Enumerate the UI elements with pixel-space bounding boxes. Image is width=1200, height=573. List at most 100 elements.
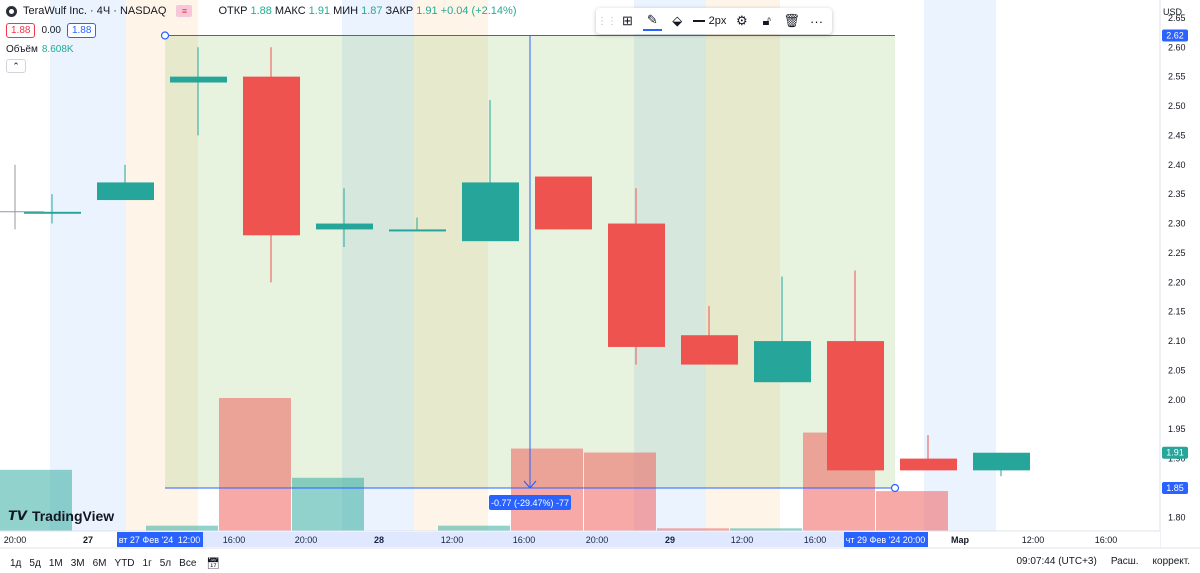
volume-bar <box>657 528 729 531</box>
volume-bar <box>876 491 948 531</box>
price-tick-label: 2.30 <box>1168 219 1186 229</box>
lock-icon[interactable]: 🔓︎ <box>762 13 771 28</box>
template-icon[interactable]: ⊞ <box>621 13 633 28</box>
time-tick-label: 16:00 <box>804 535 827 545</box>
candle-body[interactable] <box>827 341 884 471</box>
session-band <box>50 0 126 531</box>
range-button[interactable]: 1г <box>142 557 152 569</box>
candle-body[interactable] <box>681 335 738 365</box>
time-tick-label: Мар <box>951 535 970 545</box>
price-tag-label: 1.91 <box>1166 448 1184 458</box>
price-tick-label: 2.50 <box>1168 101 1186 111</box>
line-width-icon <box>692 20 705 22</box>
tradingview-logo[interactable]: 𝙏𝙑 TradingView <box>8 508 115 524</box>
volume-bar <box>219 398 291 531</box>
chevron-up-icon[interactable]: ⌃ <box>6 59 26 73</box>
price-tick-label: 2.55 <box>1168 72 1186 82</box>
session-band <box>924 0 996 531</box>
line-width-button[interactable]: 2px <box>692 15 726 27</box>
price-tick-label: 2.05 <box>1168 365 1186 375</box>
currency-label[interactable]: USD <box>1162 7 1182 17</box>
time-tick-label: чт 29 Фев '24 <box>846 535 901 545</box>
time-tick-label: 20:00 <box>586 535 609 545</box>
time-tick-label: 27 <box>83 535 93 545</box>
drag-handle-icon[interactable]: ⋮⋮ <box>597 15 617 27</box>
candle-body[interactable] <box>900 458 957 471</box>
candle-body[interactable] <box>316 223 373 230</box>
price-tick-label: 2.25 <box>1168 248 1186 258</box>
fill-color-icon[interactable]: ⬙ <box>672 13 683 28</box>
price-tick-label: 2.20 <box>1168 277 1186 287</box>
price-tag-label: 1.85 <box>1166 483 1184 493</box>
measure-handle[interactable] <box>890 483 900 493</box>
candle-body[interactable] <box>170 76 227 83</box>
time-tag <box>900 532 928 547</box>
trash-icon[interactable]: 🗑︎ <box>783 13 800 28</box>
price-tick-label: 2.00 <box>1168 395 1186 405</box>
measure-arrowhead <box>523 480 537 489</box>
bottom-right-info: 09:07:44 (UTC+3) Расш. коррект. <box>1016 556 1190 567</box>
candle-body[interactable] <box>389 229 446 232</box>
range-buttons: 1д 5д 1М 3М 6М YTD 1г 5л Все <box>10 558 196 569</box>
session-band <box>706 0 780 531</box>
price-tick-label: 2.65 <box>1168 13 1186 23</box>
candle-body[interactable] <box>97 182 154 201</box>
symbol-title[interactable]: TeraWulf Inc. · 4Ч · NASDAQ <box>23 5 167 17</box>
time-tick-label: 20:00 <box>4 535 27 545</box>
time-tag <box>175 532 203 547</box>
range-button[interactable]: Все <box>179 557 197 569</box>
candle-body[interactable] <box>608 223 665 347</box>
volume-bar <box>292 477 364 531</box>
candle-body[interactable] <box>973 452 1030 471</box>
time-tag <box>117 532 175 547</box>
range-button[interactable]: 3М <box>70 557 85 569</box>
time-tick-label: 12:00 <box>1022 535 1045 545</box>
range-button[interactable]: 5л <box>159 557 172 569</box>
volume-bar <box>438 525 510 531</box>
bid-ask-box: 1.88 0.00 1.88 <box>6 23 97 38</box>
bottom-bar: 1д 5д 1М 3М 6М YTD 1г 5л Все 📅︎ 09:07:44… <box>0 553 1200 573</box>
change-value: +0.04 (+2.14%) <box>440 5 517 17</box>
session-band <box>414 0 488 531</box>
measure-handle[interactable] <box>160 31 170 40</box>
ohlc-values: ОТКР 1.88 МАКС 1.91 МИН 1.87 ЗАКР 1.91 +0.04… <box>218 5 517 17</box>
candle-body[interactable] <box>462 182 519 242</box>
tradingview-mark-icon: 𝙏𝙑 <box>8 508 27 523</box>
time-tick-label: 16:00 <box>513 535 536 545</box>
symbol-logo-icon <box>6 5 17 17</box>
price-tick-label: 2.60 <box>1168 42 1186 52</box>
drawing-toolbar: ⋮⋮ ⊞ ✎ ⬙ 2px ⚙ 🔓︎ 🗑︎ ··· <box>596 8 832 34</box>
time-tick-label: 20:00 <box>903 535 926 545</box>
volume-bar <box>146 525 218 531</box>
price-axis[interactable] <box>1160 0 1200 548</box>
range-button[interactable]: YTD <box>114 557 135 569</box>
range-button[interactable]: 1М <box>48 557 63 569</box>
time-tick-label: 28 <box>374 535 384 545</box>
more-icon[interactable]: ··· <box>810 13 824 29</box>
time-tick-label: вт 27 Фев '24 <box>119 535 174 545</box>
price-tag <box>1162 481 1188 494</box>
candle-body[interactable] <box>535 176 592 230</box>
range-button[interactable]: 5д <box>29 557 41 569</box>
time-tick-label: 12:00 <box>178 535 201 545</box>
line-color-icon[interactable]: ✎ <box>642 11 662 31</box>
candle-body[interactable] <box>24 211 81 214</box>
volume-bar <box>511 448 583 531</box>
time-tick-label: 29 <box>665 535 675 545</box>
settings-icon[interactable]: ⚙ <box>736 13 748 28</box>
adjust-toggle[interactable]: коррект. <box>1152 556 1190 567</box>
volume-bar <box>0 469 72 531</box>
clock-readout[interactable]: 09:07:44 (UTC+3) <box>1016 556 1097 567</box>
flag-icon[interactable]: ≡ <box>176 5 193 17</box>
buy-price-button[interactable]: 1.88 <box>66 23 97 38</box>
range-button[interactable]: 6М <box>92 557 107 569</box>
sell-price-button[interactable]: 1.88 <box>6 23 36 38</box>
extended-hours-toggle[interactable]: Расш. <box>1110 556 1139 567</box>
session-band <box>126 0 198 531</box>
candle-body[interactable] <box>243 76 300 236</box>
candle-body[interactable] <box>754 341 811 383</box>
range-button[interactable]: 1д <box>10 557 22 569</box>
measure-label-box <box>489 494 571 510</box>
calendar-icon[interactable]: 📅︎ <box>206 557 221 570</box>
